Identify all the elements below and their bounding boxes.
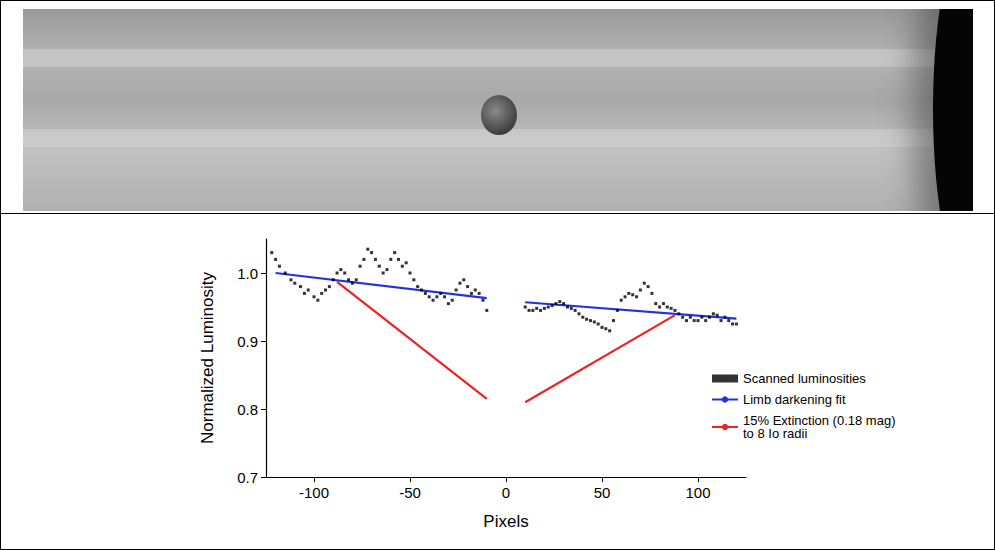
svg-text:to 8 Io radii: to 8 Io radii xyxy=(743,426,807,441)
svg-text:Limb darkening fit: Limb darkening fit xyxy=(743,392,846,407)
svg-text:0.9: 0.9 xyxy=(237,333,258,350)
svg-text:0: 0 xyxy=(502,484,510,501)
svg-text:Pixels: Pixels xyxy=(483,512,528,531)
svg-text:Normalized Luminosity: Normalized Luminosity xyxy=(198,272,217,444)
svg-text:-100: -100 xyxy=(299,484,329,501)
svg-text:0.7: 0.7 xyxy=(237,469,258,486)
svg-text:Scanned luminosities: Scanned luminosities xyxy=(743,371,866,386)
svg-text:1.0: 1.0 xyxy=(237,265,258,282)
svg-text:0.8: 0.8 xyxy=(237,401,258,418)
svg-text:15% Extinction (0.18 mag): 15% Extinction (0.18 mag) xyxy=(743,413,896,428)
svg-text:100: 100 xyxy=(685,484,710,501)
svg-text:-50: -50 xyxy=(399,484,421,501)
svg-text:50: 50 xyxy=(594,484,611,501)
